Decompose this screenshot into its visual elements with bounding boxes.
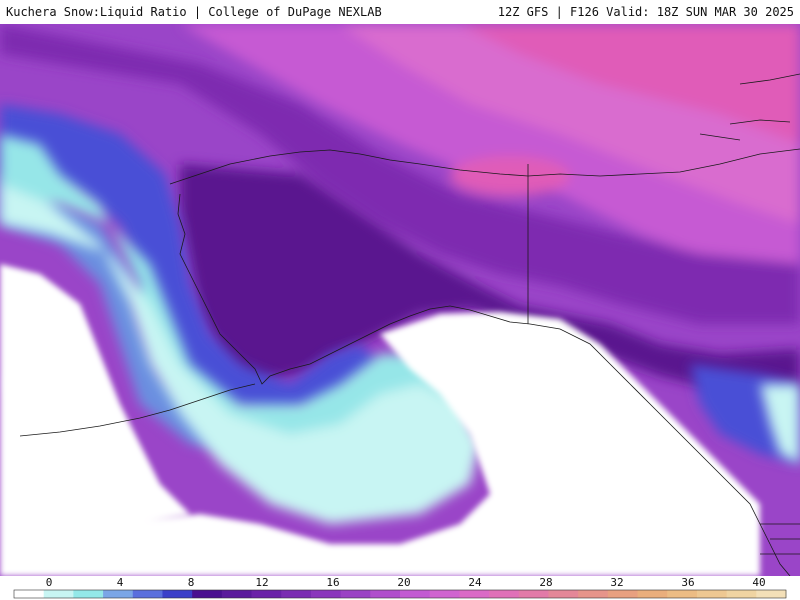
field-dark-purple-coast	[180, 164, 800, 404]
legend-swatch	[221, 590, 253, 598]
legend-swatch	[370, 590, 401, 598]
field-cyan-pacific	[0, 134, 470, 494]
legend-tick-label: 32	[610, 576, 623, 589]
us-states-west	[760, 523, 800, 555]
field-white-pacific-south	[0, 312, 760, 576]
legend-tick-label: 16	[326, 576, 339, 589]
legend-swatch	[340, 590, 371, 598]
legend-swatch	[310, 590, 342, 598]
field-hotpink-spot	[450, 156, 570, 196]
legend-tick-label: 24	[468, 576, 482, 589]
legend-swatch	[489, 590, 520, 598]
map-header: Kuchera Snow:Liquid Ratio | College of D…	[0, 0, 800, 24]
legend-tick-label: 8	[188, 576, 195, 589]
legend-tick-label: 40	[752, 576, 765, 589]
field-lightcyan-pacific	[0, 184, 480, 524]
legend-swatch	[756, 590, 787, 598]
color-scale-legend: 0 4 8 12 16 20 24 28 32 36 40	[0, 576, 800, 600]
legend-swatch	[132, 590, 163, 598]
legend-tick-label: 0	[46, 576, 53, 589]
legend-canvas: 0 4 8 12 16 20 24 28 32 36 40	[13, 576, 787, 599]
legend-swatch	[281, 590, 312, 598]
legend-swatch	[637, 590, 668, 598]
map-boundaries	[19, 73, 800, 576]
legend-tick-label: 36	[681, 576, 694, 589]
legend-swatch	[251, 590, 282, 598]
model-valid-time: 12Z GFS | F126 Valid: 18Z SUN MAR 30 202…	[497, 5, 794, 19]
legend-tick-label: 20	[397, 576, 410, 589]
field-cyan-east-coast	[760, 384, 800, 464]
legend-swatch	[162, 590, 193, 598]
legend-swatch	[14, 590, 45, 598]
field-white-pacific-west	[0, 264, 190, 544]
field-blue-west	[0, 104, 380, 414]
canada-coastline	[529, 323, 791, 576]
legend-swatch	[578, 590, 609, 598]
legend-tick-label: 28	[539, 576, 552, 589]
map-canvas	[0, 24, 800, 576]
legend-tick-label: 12	[255, 576, 268, 589]
aleutian-chain	[19, 383, 256, 437]
legend-swatch	[73, 590, 104, 598]
field-purple-interior	[0, 24, 800, 324]
legend-swatch	[459, 590, 490, 598]
legend-swatch	[696, 590, 728, 598]
legend-tick-label: 4	[117, 576, 124, 589]
legend-swatch	[518, 590, 549, 598]
field-hotpink-core	[460, 24, 800, 144]
product-title: Kuchera Snow:Liquid Ratio | College of D…	[6, 5, 382, 19]
arctic-coast-canada	[527, 148, 800, 177]
legend-swatch	[607, 590, 639, 598]
legend-swatch	[548, 590, 579, 598]
legend-swatch	[43, 590, 74, 598]
arctic-islands	[699, 73, 800, 141]
legend-border	[13, 589, 787, 599]
snow-ratio-map	[0, 24, 800, 576]
legend-swatch	[400, 590, 431, 598]
legend-swatch	[429, 590, 460, 598]
alaska-coastline	[169, 149, 531, 385]
legend-swatch	[667, 590, 698, 598]
legend-swatch	[726, 590, 757, 598]
legend-swatch	[192, 590, 223, 598]
legend-swatch	[103, 590, 134, 598]
